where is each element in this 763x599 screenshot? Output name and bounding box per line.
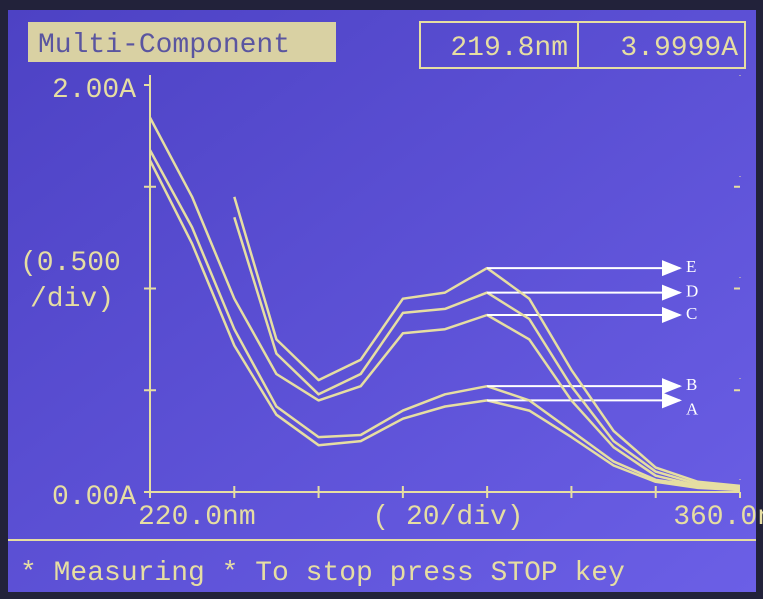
spectrum-line [150,149,740,490]
title-box [28,22,336,62]
y-tick-label: 2.00A [52,75,136,106]
y-axis-label: (0.500 [20,248,121,279]
wavelength-readout: 219.8nm [450,33,568,64]
display [8,10,756,592]
x-tick-label: 220.0nm [138,502,256,533]
series-label: D [686,281,698,300]
status-line: * Measuring * To stop press STOP key [20,558,625,589]
spectrum-line [233,216,740,490]
spectrum-line [150,159,740,492]
y-tick-label: 0.00A [52,482,136,513]
readout-box [577,21,746,69]
x-axis-label: ( 20/div) [372,502,523,533]
title: Multi-Component [38,30,290,61]
x-tick-label: 360.0nm [673,502,763,533]
spectrum-line [233,196,740,488]
series-label: A [686,399,699,418]
absorbance-readout: 3.9999A [620,33,738,64]
series-label: C [686,304,697,323]
series-label: B [686,375,697,394]
y-axis-label: /div) [30,284,114,315]
spectrum-line [150,117,740,490]
series-label: E [686,257,696,276]
